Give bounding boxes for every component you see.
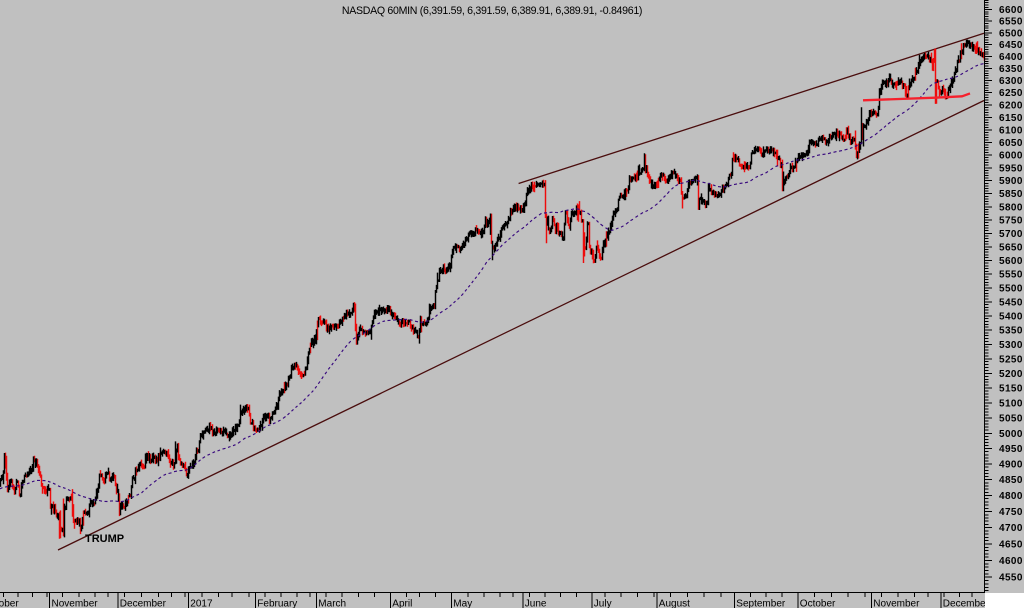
svg-text:6600: 6600 xyxy=(999,5,1023,16)
svg-text:5400: 5400 xyxy=(999,311,1023,322)
svg-text:6500: 6500 xyxy=(999,28,1023,39)
svg-text:4600: 4600 xyxy=(999,556,1023,567)
svg-text:5050: 5050 xyxy=(999,414,1023,425)
svg-text:November: November xyxy=(52,599,99,608)
svg-text:5450: 5450 xyxy=(999,297,1023,308)
svg-text:4800: 4800 xyxy=(999,491,1023,502)
svg-text:6550: 6550 xyxy=(999,17,1023,28)
svg-text:5900: 5900 xyxy=(999,176,1023,187)
svg-text:November: November xyxy=(873,599,920,608)
svg-text:5800: 5800 xyxy=(999,202,1023,213)
svg-text:6350: 6350 xyxy=(999,64,1023,75)
svg-text:6250: 6250 xyxy=(999,88,1023,99)
svg-text:June: June xyxy=(525,599,547,608)
svg-text:6450: 6450 xyxy=(999,40,1023,51)
svg-text:5100: 5100 xyxy=(999,399,1023,410)
svg-text:July: July xyxy=(594,599,612,608)
svg-text:4950: 4950 xyxy=(999,444,1023,455)
svg-text:6050: 6050 xyxy=(999,138,1023,149)
svg-text:April: April xyxy=(392,599,412,608)
svg-text:4850: 4850 xyxy=(999,475,1023,486)
svg-text:September: September xyxy=(736,599,786,608)
svg-text:5550: 5550 xyxy=(999,270,1023,281)
svg-text:6400: 6400 xyxy=(999,52,1023,63)
svg-text:6000: 6000 xyxy=(999,151,1023,162)
svg-text:6150: 6150 xyxy=(999,113,1023,124)
svg-text:5950: 5950 xyxy=(999,163,1023,174)
svg-text:December: December xyxy=(943,599,990,608)
svg-text:6100: 6100 xyxy=(999,125,1023,136)
svg-text:5700: 5700 xyxy=(999,229,1023,240)
svg-text:5500: 5500 xyxy=(999,283,1023,294)
svg-text:4550: 4550 xyxy=(999,573,1023,584)
svg-text:March: March xyxy=(318,599,346,608)
svg-text:4650: 4650 xyxy=(999,540,1023,551)
svg-text:TRUMP: TRUMP xyxy=(85,533,124,545)
svg-text:5150: 5150 xyxy=(999,384,1023,395)
svg-text:6200: 6200 xyxy=(999,101,1023,112)
svg-text:5350: 5350 xyxy=(999,326,1023,337)
svg-text:5850: 5850 xyxy=(999,189,1023,200)
svg-text:5650: 5650 xyxy=(999,242,1023,253)
svg-text:4900: 4900 xyxy=(999,460,1023,471)
svg-text:5600: 5600 xyxy=(999,256,1023,267)
svg-text:6300: 6300 xyxy=(999,76,1023,87)
svg-text:5750: 5750 xyxy=(999,216,1023,227)
svg-text:5300: 5300 xyxy=(999,340,1023,351)
svg-text:2017: 2017 xyxy=(190,599,213,608)
svg-text:4700: 4700 xyxy=(999,523,1023,534)
svg-text:5000: 5000 xyxy=(999,429,1023,440)
svg-text:4750: 4750 xyxy=(999,507,1023,518)
svg-text:NASDAQ 60MIN (6,391.59, 6,391.: NASDAQ 60MIN (6,391.59, 6,391.59, 6,389.… xyxy=(342,5,642,17)
svg-text:December: December xyxy=(120,599,167,608)
svg-text:October: October xyxy=(0,599,19,608)
svg-text:August: August xyxy=(659,599,690,608)
svg-text:February: February xyxy=(257,599,297,608)
svg-text:5200: 5200 xyxy=(999,369,1023,380)
svg-text:5250: 5250 xyxy=(999,354,1023,365)
svg-text:October: October xyxy=(800,599,836,608)
svg-text:May: May xyxy=(453,599,472,608)
